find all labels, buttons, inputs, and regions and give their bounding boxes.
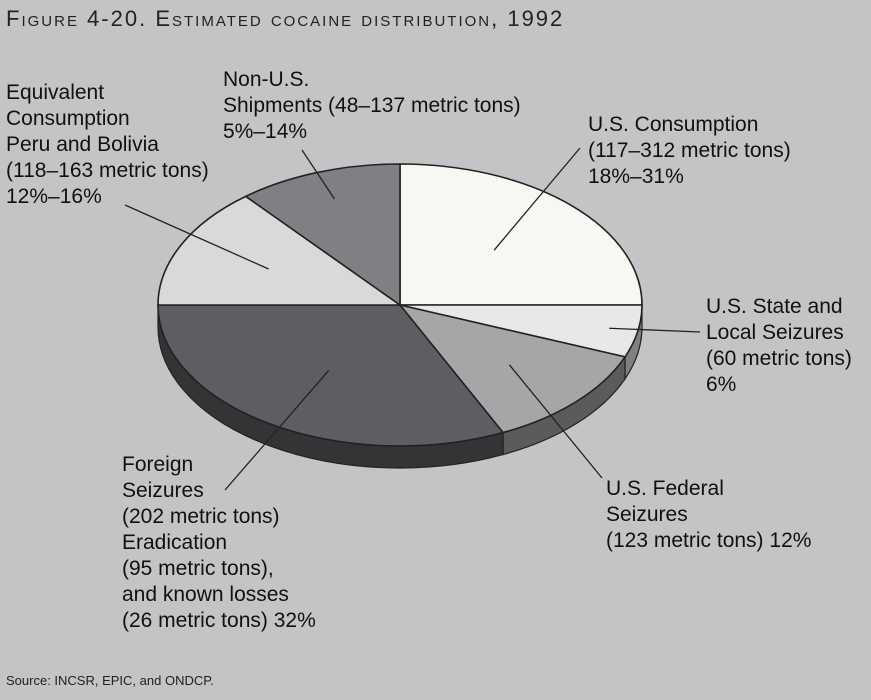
leader-line <box>609 327 701 333</box>
label-us-consumption: U.S. Consumption (117–312 metric tons) 18%… <box>588 112 791 190</box>
label-peru-bolivia: Equivalent Consumption Peru and Bolivia (11… <box>6 80 209 210</box>
label-line: Local Seizures <box>706 321 844 344</box>
label-line: 18%–31% <box>588 165 684 188</box>
pie-slice <box>244 163 401 307</box>
label-line: Foreign <box>122 453 194 476</box>
label-line: (118–163 metric tons) <box>6 159 209 182</box>
figure-title: Figure 4-20. Estimated cocaine distribut… <box>6 6 565 31</box>
label-us-federal-seizures: U.S. Federal Seizures (123 metric tons) 12… <box>606 476 811 554</box>
pie-slice <box>399 163 643 306</box>
label-us-state-local-seizures: U.S. State and Local Seizures (60 metric t… <box>706 294 852 398</box>
label-line: U.S. State and <box>706 295 843 318</box>
label-line: U.S. Consumption <box>588 113 759 136</box>
pie-slice <box>157 195 403 306</box>
label-line: U.S. Federal <box>606 477 724 500</box>
label-line: (26 metric tons) 32% <box>122 609 316 632</box>
label-line: Equivalent <box>6 81 105 104</box>
leader-line <box>301 149 335 200</box>
label-line: Seizures <box>606 503 688 526</box>
label-line: Eradication <box>122 531 228 554</box>
label-line: Non-U.S. <box>223 68 310 91</box>
leader-line <box>508 364 603 479</box>
label-line: (117–312 metric tons) <box>588 139 791 162</box>
label-line: (95 metric tons), <box>122 557 274 580</box>
label-line: 6% <box>706 373 737 396</box>
label-line: Peru and Bolivia <box>6 133 159 156</box>
label-line: 5%–14% <box>223 120 308 143</box>
label-line: and known losses <box>122 583 289 606</box>
label-line: (123 metric tons) 12% <box>606 529 812 552</box>
leader-line <box>124 204 269 270</box>
label-line: 12%–16% <box>6 185 102 208</box>
source-note: Source: INCSR, EPIC, and ONDCP. <box>6 673 214 688</box>
label-line: Consumption <box>6 107 130 130</box>
label-line: (60 metric tons) <box>706 347 852 370</box>
label-line: Shipments (48–137 metric tons) <box>223 94 521 117</box>
label-line: (202 metric tons) <box>122 505 280 528</box>
label-line: Seizures <box>122 479 204 502</box>
label-foreign-seizures: Foreign Seizures (202 metric tons) Eradicat… <box>122 452 316 634</box>
pie-slice <box>157 304 505 447</box>
label-non-us-shipments: Non-U.S. Shipments (48–137 metric tons) 5%… <box>223 67 521 145</box>
leader-line <box>224 370 330 491</box>
leader-line <box>493 147 581 251</box>
